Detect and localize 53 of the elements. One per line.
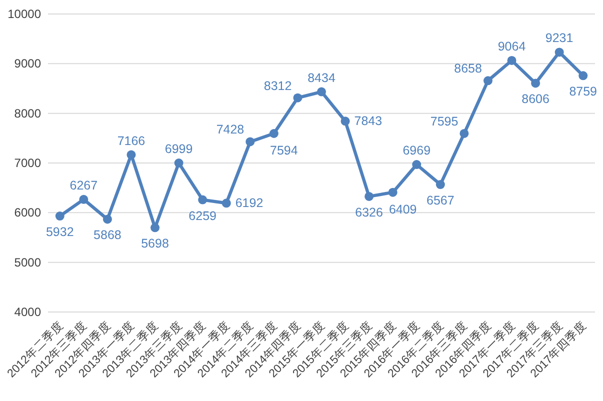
data-label: 6259 <box>188 208 217 223</box>
data-label: 8312 <box>264 78 292 93</box>
point <box>507 56 516 65</box>
point <box>483 76 492 86</box>
data-label: 8759 <box>569 84 598 99</box>
point <box>102 214 112 224</box>
point <box>412 160 422 170</box>
point <box>55 212 64 221</box>
point <box>269 129 278 138</box>
point <box>150 223 160 232</box>
y-tick-label: 4000 <box>14 305 42 319</box>
point <box>340 116 350 126</box>
data-label: 6326 <box>355 205 384 220</box>
data-label: 5698 <box>141 236 169 251</box>
data-label: 5868 <box>94 228 122 242</box>
data-label: 6567 <box>426 194 454 208</box>
point <box>174 158 184 168</box>
data-label: 8606 <box>522 92 550 106</box>
point <box>126 150 136 160</box>
data-label: 7843 <box>354 114 382 128</box>
point <box>79 194 88 204</box>
data-label: 6409 <box>388 202 417 216</box>
data-label: 9064 <box>498 39 526 54</box>
y-tick-label: 8000 <box>14 106 42 120</box>
data-label: 9231 <box>545 31 574 46</box>
data-label: 5932 <box>46 225 74 240</box>
data-label: 6999 <box>164 142 193 156</box>
point <box>293 93 302 102</box>
data-label: 8434 <box>308 70 336 85</box>
point <box>246 137 255 146</box>
data-label: 8658 <box>454 62 482 76</box>
y-tick-label: 5000 <box>14 255 42 270</box>
point <box>388 188 398 197</box>
point <box>198 195 208 204</box>
point <box>222 198 231 208</box>
y-tick-label: 10000 <box>8 7 42 21</box>
point <box>436 180 445 190</box>
data-label: 7594 <box>270 144 298 158</box>
point <box>317 87 326 96</box>
point <box>578 71 588 80</box>
y-tick-label: 7000 <box>14 156 42 170</box>
data-label: 7166 <box>117 134 146 148</box>
data-label: 7428 <box>216 122 244 137</box>
point <box>460 128 469 138</box>
point <box>364 192 374 201</box>
data-label: 6267 <box>70 178 98 192</box>
point <box>531 78 540 88</box>
data-label: 7595 <box>430 114 458 128</box>
y-tick-label: 6000 <box>14 206 42 220</box>
point <box>554 48 564 57</box>
data-label: 6192 <box>235 196 264 210</box>
data-label: 6969 <box>402 144 431 158</box>
y-tick-label: 9000 <box>14 56 42 71</box>
